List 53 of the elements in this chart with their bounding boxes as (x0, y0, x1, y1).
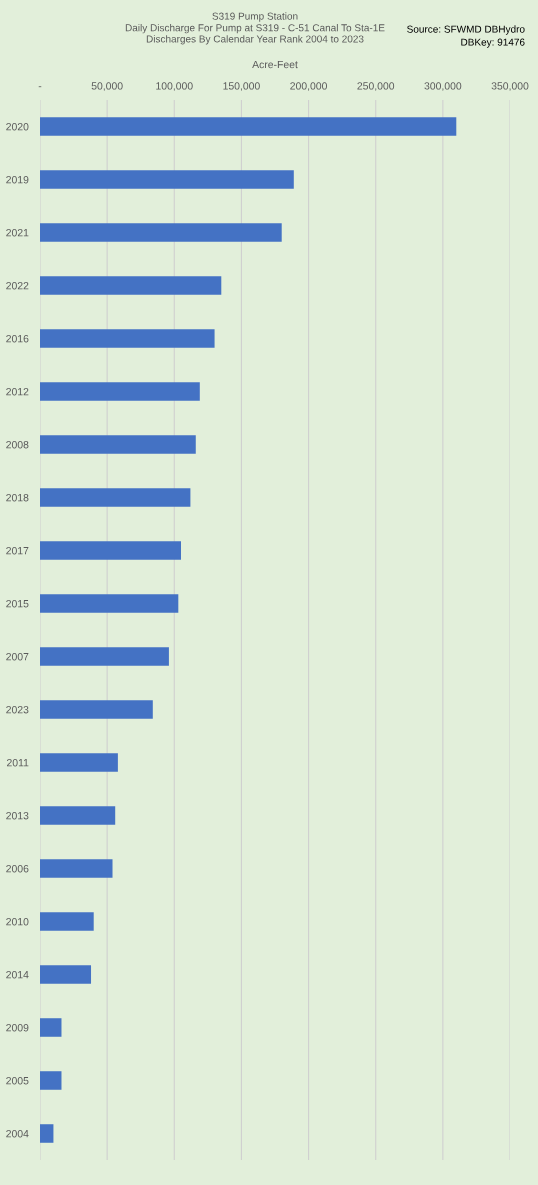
bar (40, 329, 215, 348)
bar (40, 435, 196, 454)
y-tick-label: 2016 (6, 335, 29, 343)
y-tick-label: 2013 (6, 812, 29, 820)
bar (40, 223, 282, 242)
y-tick-label: 2010 (6, 918, 29, 926)
y-tick-label: 2019 (6, 176, 29, 184)
chart-title: S319 Pump Station (212, 12, 298, 22)
y-tick-label: 2017 (6, 547, 29, 555)
bar (40, 117, 457, 136)
y-tick-label: 2014 (6, 971, 29, 979)
x-tick-label: - (38, 86, 42, 88)
y-tick-label: 2006 (6, 865, 29, 873)
y-tick-label: 2012 (6, 388, 29, 396)
bar (40, 965, 92, 984)
bar (40, 382, 200, 401)
x-tick-label: 350,000 (491, 82, 529, 91)
x-tick-label: 250,000 (357, 82, 395, 91)
bar (40, 753, 118, 772)
bar (40, 859, 113, 878)
bar (40, 912, 94, 931)
y-tick-label: 2018 (6, 494, 29, 502)
bar (40, 541, 181, 560)
y-tick-label: 2021 (6, 229, 29, 237)
bar (40, 1124, 54, 1143)
y-tick-label: 2015 (6, 600, 29, 608)
bar (40, 594, 179, 613)
y-tick-label: 2011 (7, 759, 29, 767)
x-tick-label: 50,000 (91, 82, 123, 91)
source-note: Source: SFWMD DBHydro (407, 25, 525, 35)
y-tick-label: 2020 (6, 123, 29, 131)
y-tick-label: 2009 (6, 1024, 29, 1032)
y-tick-label: 2005 (6, 1077, 29, 1085)
text: DBKey: 91476 (461, 38, 525, 48)
y-tick-label: 2022 (6, 282, 29, 290)
x-tick-label: 100,000 (156, 82, 193, 91)
bar (40, 1018, 62, 1037)
x-tick-label: 300,000 (424, 82, 462, 91)
y-tick-label: 2008 (6, 441, 29, 449)
bar (40, 806, 116, 825)
bar (40, 700, 153, 719)
y-tick-label: 2023 (6, 706, 29, 714)
y-tick-label: 2004 (6, 1130, 29, 1138)
y-tick-label: 2007 (6, 653, 29, 661)
bar (40, 276, 222, 295)
bar (40, 1071, 62, 1090)
chart-subtitle: Daily Discharge For Pump at S319 - C-51 Canal To Sta-1E Discharges By Calendar Year Rank 2004 to 2023 (125, 24, 385, 45)
x-tick-label: 150,000 (223, 82, 260, 91)
x-tick-label: 200,000 (290, 82, 327, 91)
bar (40, 647, 169, 666)
x-axis-title: Acre-Feet (252, 60, 298, 69)
bar (40, 170, 294, 189)
bar (40, 488, 191, 507)
